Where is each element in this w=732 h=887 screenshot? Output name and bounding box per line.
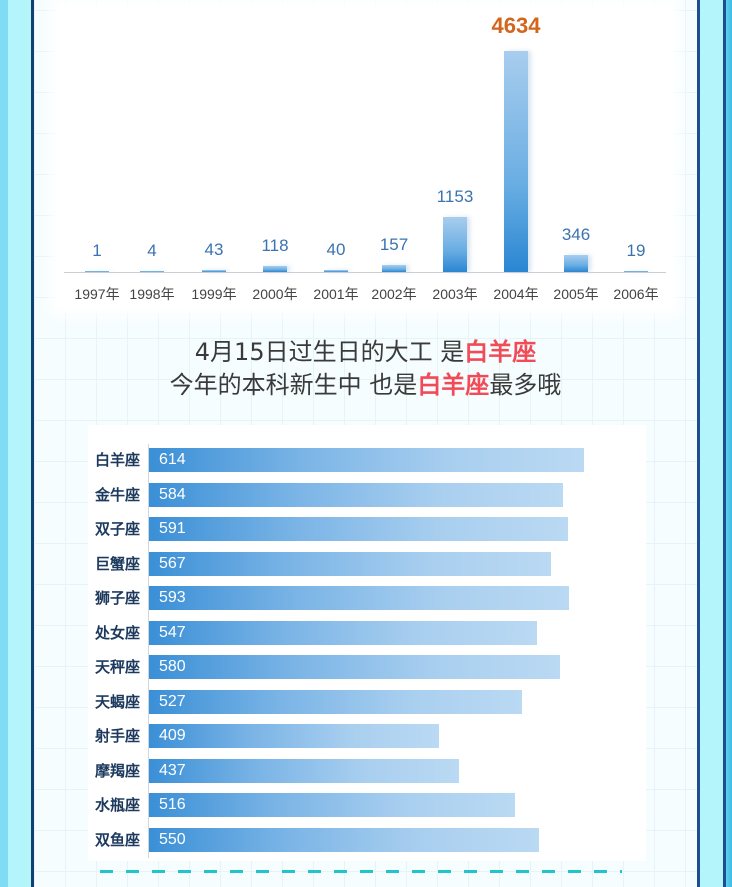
year-chart-x-axis (64, 272, 666, 273)
zodiac-bar: 593 (149, 586, 569, 610)
year-bar (564, 255, 588, 272)
year-bar-value: 346 (561, 225, 591, 244)
frame-band-right (700, 0, 723, 887)
year-bar (85, 271, 109, 272)
year-bar-value: 4 (147, 241, 157, 260)
zodiac-label: 处女座 (94, 624, 140, 642)
year-bar-value: 43 (204, 240, 224, 259)
frame-line-right-outer (723, 0, 726, 887)
zodiac-label: 狮子座 (94, 589, 140, 607)
zodiac-bar-value: 593 (159, 589, 186, 606)
highlight-aries: 白羊座 (464, 338, 537, 366)
year-bar (202, 270, 226, 272)
zodiac-bar-value: 550 (159, 831, 186, 848)
zodiac-label: 水瓶座 (94, 796, 140, 814)
year-axis-label: 1998年 (129, 286, 175, 302)
year-bar-value: 19 (626, 241, 646, 260)
year-bar (263, 266, 287, 272)
year-bar (624, 271, 648, 272)
zodiac-bar: 567 (149, 552, 551, 576)
zodiac-bar-value: 516 (159, 796, 186, 813)
zodiac-label: 双鱼座 (94, 831, 140, 849)
zodiac-label: 白羊座 (94, 451, 140, 469)
dashed-divider (100, 870, 622, 873)
zodiac-bar: 409 (149, 724, 439, 748)
year-bar (140, 271, 164, 272)
zodiac-label: 摩羯座 (94, 762, 140, 780)
zodiac-label: 射手座 (94, 727, 140, 745)
year-bar-value: 1153 (436, 187, 474, 206)
zodiac-label: 天蝎座 (94, 693, 140, 711)
frame-line-left (31, 0, 34, 887)
zodiac-bar: 580 (149, 655, 560, 679)
year-axis-label: 2006年 (613, 286, 659, 302)
headline-line-2: 今年的本科新生中 也是白羊座最多哦 (169, 371, 562, 399)
year-axis-label: 1997年 (74, 286, 120, 302)
year-axis-label: 2005年 (553, 286, 599, 302)
year-axis-label: 2001年 (313, 286, 359, 302)
headline-line-1: 4月15日过生日的大工 是白羊座 (194, 338, 537, 366)
zodiac-bar-value: 409 (159, 727, 186, 744)
zodiac-bar: 584 (149, 483, 563, 507)
zodiac-bar: 437 (149, 759, 459, 783)
zodiac-bar-value: 527 (159, 693, 186, 710)
zodiac-bar: 614 (149, 448, 584, 472)
zodiac-bar-value: 584 (159, 486, 186, 503)
zodiac-label: 天秤座 (94, 658, 140, 676)
zodiac-bar-value: 547 (159, 624, 186, 641)
zodiac-bar-value: 591 (159, 520, 186, 537)
year-axis-label: 2003年 (432, 286, 478, 302)
year-bar (504, 51, 528, 272)
year-axis-label: 1999年 (191, 286, 237, 302)
zodiac-label: 巨蟹座 (94, 555, 140, 573)
frame-band-left (8, 0, 31, 887)
year-bar-value: 40 (326, 240, 346, 259)
year-bar-value: 1 (92, 241, 102, 260)
headline: 4月15日过生日的大工 是白羊座 今年的本科新生中 也是白羊座最多哦 (34, 336, 697, 402)
frame-outer-right (726, 0, 732, 887)
zodiac-bar: 550 (149, 828, 539, 852)
zodiac-bar: 547 (149, 621, 537, 645)
year-axis-label: 2002年 (371, 286, 417, 302)
zodiac-chart-y-axis (148, 444, 149, 858)
zodiac-bar: 516 (149, 793, 515, 817)
zodiac-bar-value: 437 (159, 762, 186, 779)
highlight-aries: 白羊座 (417, 371, 490, 399)
year-axis-label: 2004年 (493, 286, 539, 302)
year-bar (324, 270, 348, 272)
zodiac-label: 金牛座 (94, 486, 140, 504)
year-bar-value: 157 (379, 235, 409, 254)
frame-line-right (697, 0, 700, 887)
year-bar (443, 217, 467, 272)
zodiac-bar-value: 567 (159, 555, 186, 572)
zodiac-bar-value: 614 (159, 451, 186, 468)
zodiac-bar-value: 580 (159, 658, 186, 675)
year-bar (382, 265, 406, 272)
zodiac-bar: 527 (149, 690, 522, 714)
zodiac-bar: 591 (149, 517, 568, 541)
year-bar-value: 4634 (491, 13, 541, 38)
year-axis-label: 2000年 (252, 286, 298, 302)
frame-outer-left (0, 0, 8, 887)
zodiac-label: 双子座 (94, 520, 140, 538)
year-bar-value: 118 (261, 236, 289, 255)
